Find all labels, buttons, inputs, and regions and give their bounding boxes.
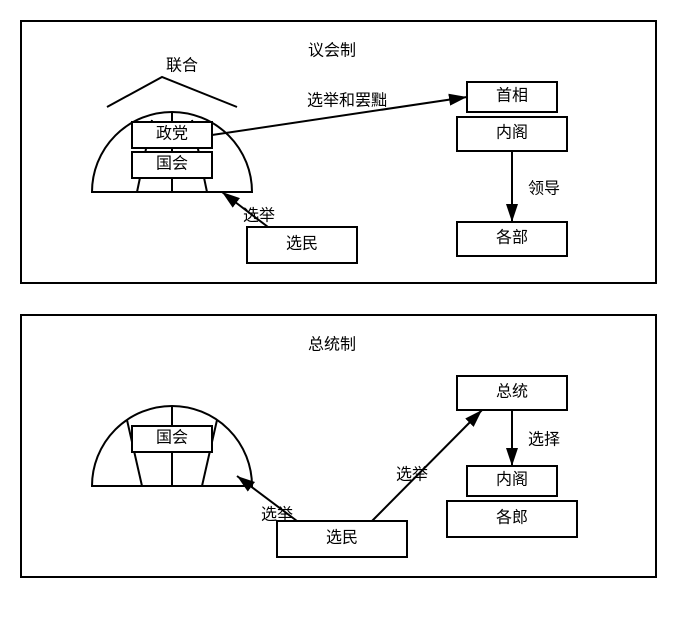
edge-label: 选举 xyxy=(396,466,428,484)
president-label: 总统 xyxy=(496,383,528,401)
coalition-roof xyxy=(107,77,237,107)
panel-title: 议会制 xyxy=(308,42,356,60)
pm-label: 首相 xyxy=(496,87,528,105)
edge-label: 选举和罢黜 xyxy=(307,92,387,110)
edge-label: 领导 xyxy=(528,180,560,198)
congress-label: 国会 xyxy=(156,429,188,447)
depts-label: 各郎 xyxy=(496,509,528,527)
parliamentary-panel: 议会制 联合 政党 国会 选民 首相 内阁 各部 选举和罢黜 选举 领导 xyxy=(20,20,657,284)
edge-label: 选择 xyxy=(528,431,560,449)
cabinet-label: 内阁 xyxy=(496,471,528,489)
congress-label: 国会 xyxy=(156,155,188,173)
party-label: 政党 xyxy=(156,125,188,143)
cabinet-label: 内阁 xyxy=(496,124,528,142)
voters-label: 选民 xyxy=(326,529,358,547)
parliamentary-svg: 议会制 联合 政党 国会 选民 首相 内阁 各部 选举和罢黜 选举 领导 xyxy=(22,22,642,282)
presidential-svg: 总统制 国会 选民 总统 内阁 各郎 选举 选举 选择 xyxy=(22,316,642,576)
voters-label: 选民 xyxy=(286,235,318,253)
coalition-label: 联合 xyxy=(166,57,198,75)
presidential-panel: 总统制 国会 选民 总统 内阁 各郎 选举 选举 选择 xyxy=(20,314,657,578)
depts-label: 各部 xyxy=(496,229,528,247)
edge-label: 选举 xyxy=(261,506,293,524)
edge-label: 选举 xyxy=(243,207,275,225)
panel-title: 总统制 xyxy=(308,336,356,354)
